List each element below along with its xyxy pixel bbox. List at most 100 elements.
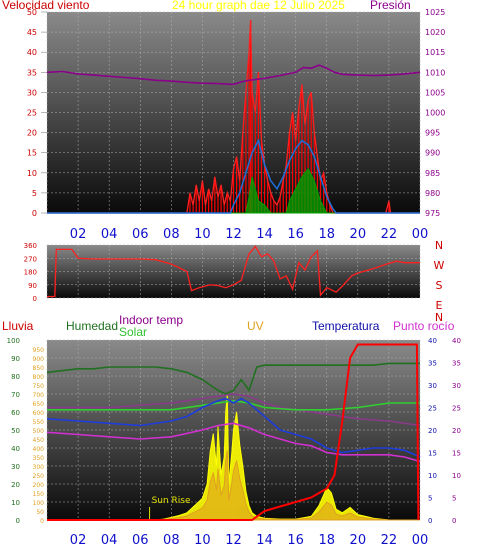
solar-tick-label: 950 [33,347,45,354]
pressure-tick-label: 1015 [425,48,445,57]
pressure-tick-label: 980 [425,189,440,198]
pressure-tick-label: 990 [425,149,440,158]
bottom-x-label: 00 [412,533,429,548]
solar-tick-label: 900 [33,356,45,363]
direction-tick-label: 180 [24,269,37,277]
dew-point-tick-label: 20 [452,427,461,435]
uv-label: UV [247,319,264,333]
bottom-x-label: 06 [132,533,149,548]
temperature-tick-label: 15 [428,450,437,458]
wind-tick-label: 20 [27,129,37,138]
temperature-tick-label: 5 [428,495,432,503]
humidity-tick-label: 10 [11,499,20,507]
indoor-temp-label: Indoor temp [119,313,184,327]
humidity-tick-label: 40 [11,445,20,453]
indoor-line-2 [47,393,421,427]
humidity-tick-label: 0 [16,517,20,525]
direction-tick-label: 270 [24,255,37,263]
humidity-tick-label: 100 [7,337,20,345]
solar-tick-label: 300 [33,464,45,471]
bottom-x-label: 18 [318,533,335,548]
temperature-line [46,397,421,458]
humidity-tick-label: 20 [11,481,20,489]
compass-label: S [436,279,443,292]
solar-tick-label: 650 [33,401,45,408]
dew-point-tick-label: 15 [452,450,461,458]
temperature-tick-label: 0 [428,517,432,525]
solar-tick-label: 450 [33,437,45,444]
solar-tick-label: 0 [40,518,44,525]
dew-point-tick-label: 35 [452,360,461,368]
bottom-x-label: 16 [287,533,304,548]
direction-tick-label: 0 [33,295,37,303]
pressure-tick-label: 1000 [425,109,445,118]
wind-tick-label: 0 [32,209,37,218]
temperature-tick-label: 40 [428,337,437,345]
wind-tick-label: 10 [27,169,37,178]
solar-tick-label: 200 [33,482,45,489]
wind-tick-label: 45 [27,28,37,37]
top-x-label: 16 [287,227,304,242]
direction-tick-label: 90 [28,282,37,290]
dew-point-line [46,422,421,463]
top-x-label: 06 [132,227,149,242]
humidity-tick-label: 90 [11,355,20,363]
wind-tick-label: 5 [32,189,37,198]
pressure-tick-label: 1025 [425,8,445,17]
dew-point-tick-label: 40 [452,337,461,345]
top-x-label: 04 [101,227,118,242]
solar-tick-label: 600 [33,410,45,417]
bottom-x-label: 08 [163,533,180,548]
compass-label: W [434,259,445,272]
compass-label: N [435,239,443,252]
solar-tick-label: 250 [33,473,45,480]
temperature-tick-label: 25 [428,405,437,413]
solar-tick-label: 850 [33,365,45,372]
humidity-tick-label: 30 [11,463,20,471]
bottom-x-label: 10 [194,533,211,548]
dew-point-tick-label: 10 [452,472,461,480]
pressure-tick-label: 1005 [425,88,445,97]
wind-tick-label: 15 [27,149,37,158]
dew-point-tick-label: 5 [452,495,456,503]
top-x-label: 22 [381,227,398,242]
top-x-label: 10 [194,227,211,242]
temperature-tick-label: 35 [428,360,437,368]
dew-point-tick-label: 0 [452,517,456,525]
pressure-line [46,64,421,86]
humidity-tick-label: 60 [11,409,20,417]
wind-tick-label: 40 [27,48,37,57]
temperature-tick-label: 30 [428,382,437,390]
solar-tick-label: 400 [33,446,45,453]
solar-tick-label: 150 [33,491,45,498]
wind-speed-label: Velocidad viento [2,0,90,12]
wind-direction-line [47,245,420,298]
solar-label: Solar [119,325,148,339]
bottom-x-label: 14 [256,533,273,548]
wind-average-line [47,138,420,214]
dew-point-tick-label: 25 [452,405,461,413]
solar-tick-label: 800 [33,374,45,381]
rain-line [47,343,420,521]
top-x-label: 14 [256,227,273,242]
top-x-label: 20 [350,227,367,242]
pressure-label: Presión [370,0,411,12]
wind-green-area [47,167,420,214]
solar-tick-label: 750 [33,383,45,390]
humidity-tick-label: 80 [11,373,20,381]
wind-tick-label: 25 [27,109,37,118]
solar-tick-label: 350 [33,455,45,462]
temperature-tick-label: 10 [428,472,437,480]
dew-point-tick-label: 30 [452,382,461,390]
wind-speed-line [47,19,420,214]
wind-tick-label: 50 [27,8,37,17]
temperature-tick-label: 20 [428,427,437,435]
solar-tick-label: 700 [33,392,45,399]
pressure-tick-label: 1020 [425,28,445,37]
uv-area [47,450,420,521]
humidity-tick-label: 70 [11,391,20,399]
pressure-tick-label: 985 [425,169,440,178]
sunrise-label: Sun Rise [152,496,191,506]
compass-label: N [435,311,443,324]
